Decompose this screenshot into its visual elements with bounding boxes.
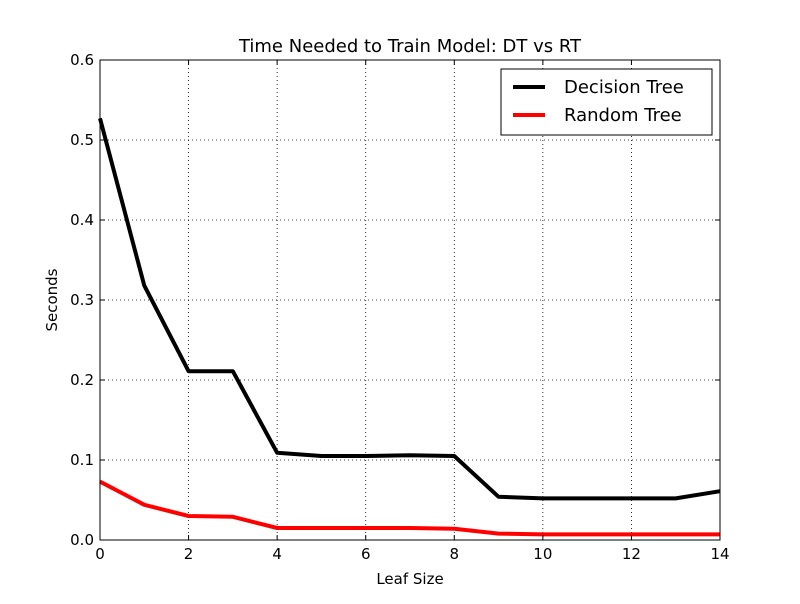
legend: Decision Tree Random Tree — [500, 68, 713, 136]
y-tick-label: 0.6 — [70, 51, 94, 69]
y-tick-label: 0.1 — [70, 451, 94, 469]
series-line-decision-tree — [98, 117, 721, 501]
x-tick-label: 8 — [450, 545, 460, 563]
chart-title: Time Needed to Train Model: DT vs RT — [238, 36, 582, 57]
x-tick-label: 0 — [95, 545, 105, 563]
y-tick-label: 0.5 — [70, 131, 94, 149]
series-line-random-tree — [99, 479, 720, 537]
y-tick-label: 0.2 — [70, 371, 94, 389]
x-tick-label: 14 — [710, 545, 729, 563]
x-tick-label: 4 — [272, 545, 282, 563]
y-axis-label: Seconds — [43, 268, 61, 331]
legend-box — [500, 68, 713, 136]
x-tick-label: 6 — [361, 545, 371, 563]
x-axis-label: Leaf Size — [376, 570, 443, 588]
axis-ticks: 0 2 4 6 8 10 12 14 0.0 0.1 0.2 0.3 0.4 0.5 0.6 — [70, 51, 729, 563]
x-tick-label: 2 — [184, 545, 194, 563]
series-lines — [98, 117, 721, 537]
y-tick-label: 0.0 — [70, 531, 94, 549]
x-tick-label: 12 — [622, 545, 641, 563]
legend-label-decision-tree: Decision Tree — [564, 77, 684, 98]
y-tick-label: 0.3 — [70, 291, 94, 309]
y-tick-label: 0.4 — [70, 211, 94, 229]
legend-label-random-tree: Random Tree — [564, 105, 682, 126]
x-tick-label: 10 — [533, 545, 552, 563]
